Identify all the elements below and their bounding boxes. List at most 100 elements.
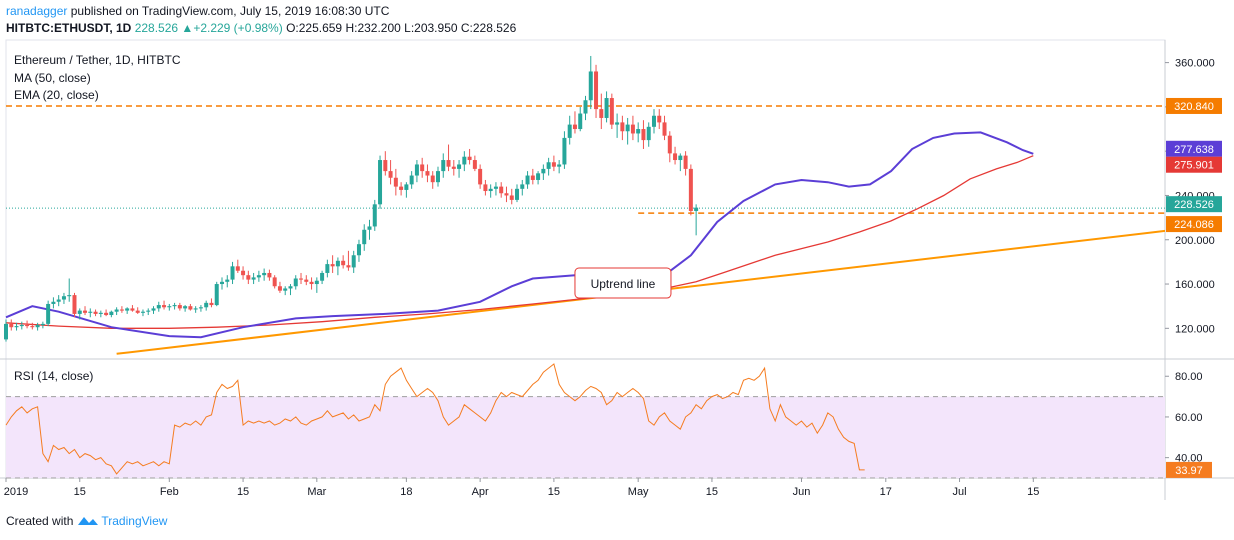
candle-body <box>446 160 451 167</box>
ohlc-values: O:225.659 H:232.200 L:203.950 C:228.526 <box>286 21 517 35</box>
candle-body <box>546 162 551 169</box>
candle-body <box>314 280 319 285</box>
candle-body <box>562 137 567 165</box>
time-tick-label: 15 <box>74 486 86 498</box>
time-tick-label: 17 <box>880 486 892 498</box>
candle-body <box>309 281 314 285</box>
candle-body <box>657 115 662 123</box>
candle-body <box>457 164 462 169</box>
candle-body <box>493 186 498 189</box>
candle-body <box>140 311 145 313</box>
candle-body <box>98 312 103 314</box>
time-tick-label: Mar <box>307 486 326 498</box>
rsi-title: RSI (14, close) <box>14 369 93 383</box>
rsi-band <box>6 396 1165 478</box>
ma50-line <box>5 155 1034 329</box>
candle-body <box>277 286 282 291</box>
candle-body <box>235 266 240 271</box>
candle-body <box>541 168 546 174</box>
candle-body <box>19 325 24 327</box>
publish-line: ranadagger published on TradingView.com,… <box>6 4 389 18</box>
candle-body <box>678 155 683 161</box>
candle-body <box>572 124 577 130</box>
candle-body <box>551 162 556 167</box>
candle-body <box>283 288 288 291</box>
candle-body <box>667 135 672 154</box>
candle-body <box>251 277 256 280</box>
rsi-last-label: 33.97 <box>1175 465 1203 477</box>
author-link[interactable]: ranadagger <box>6 4 68 18</box>
candle-body <box>488 188 493 192</box>
candle-body <box>615 122 620 125</box>
candle-body <box>9 323 14 328</box>
price-label: 275.901 <box>1174 160 1214 172</box>
candle-body <box>673 153 678 161</box>
price-label-bg <box>1166 97 1222 114</box>
candle-body <box>93 311 98 314</box>
candle-body <box>425 171 430 176</box>
candle-body <box>198 307 203 309</box>
time-tick-label: May <box>628 486 649 498</box>
price-label-bg <box>1166 196 1222 213</box>
candle-body <box>77 310 82 314</box>
candle-body <box>35 325 40 328</box>
candle-body <box>599 109 604 118</box>
candle-body <box>156 305 161 309</box>
candle-body <box>520 184 525 189</box>
candle-body <box>130 308 135 311</box>
price-label: 277.638 <box>1174 144 1214 156</box>
candle-body <box>262 272 267 276</box>
tradingview-logo-icon <box>78 517 99 525</box>
rsi-line <box>5 363 865 475</box>
candle-body <box>588 71 593 101</box>
candle-body <box>504 193 509 196</box>
candle-body <box>230 266 235 280</box>
price-label-bg <box>1166 156 1222 173</box>
candle-body <box>383 160 388 172</box>
candle-body <box>404 184 409 190</box>
candle-body <box>72 295 77 314</box>
rsi-tick-label: 40.00 <box>1175 453 1203 465</box>
candle-body <box>630 124 635 134</box>
price-tick-label: 200.000 <box>1175 235 1215 247</box>
candle-body <box>399 186 404 190</box>
time-tick-label: 15 <box>1027 486 1039 498</box>
time-tick-label: Jun <box>793 486 811 498</box>
indicator-legend: MA (50, close) <box>14 71 91 85</box>
tradingview-link[interactable]: TradingView <box>101 514 168 528</box>
candle-body <box>409 175 414 185</box>
candle-body <box>67 295 72 297</box>
candle-body <box>4 323 8 340</box>
candle-body <box>372 204 377 227</box>
candle-body <box>119 309 124 311</box>
candle-body <box>25 325 30 327</box>
candle-body <box>636 129 641 134</box>
candle-body <box>56 299 61 302</box>
price-label: 228.526 <box>1174 199 1214 211</box>
candle-body <box>525 175 530 185</box>
candle-body <box>651 115 656 127</box>
candle-body <box>241 270 246 276</box>
candle-body <box>620 122 625 132</box>
chart[interactable]: Ethereum / Tether, 1D, HITBTC MA (50, clo… <box>0 0 1234 510</box>
price-tick-label: 160.000 <box>1175 279 1215 291</box>
symbol-text: HITBTC:ETHUSDT, 1D <box>6 21 132 35</box>
candle-body <box>567 124 572 138</box>
candle-body <box>267 272 272 278</box>
candle-body <box>320 272 325 281</box>
candle-body <box>515 188 520 200</box>
price-label: 224.086 <box>1174 219 1214 231</box>
rsi-tick-label: 60.00 <box>1175 412 1203 424</box>
candle-body <box>304 279 309 282</box>
price-change: +2.229 (+0.98%) <box>193 21 283 35</box>
candle-body <box>420 164 425 172</box>
time-tick-label: Feb <box>160 486 179 498</box>
candle-body <box>225 279 230 282</box>
candle-body <box>256 275 261 278</box>
candle-body <box>483 184 488 192</box>
candle-body <box>14 326 19 328</box>
time-tick-label: 18 <box>400 486 412 498</box>
candle-body <box>151 308 156 311</box>
time-tick-label: Apr <box>472 486 489 498</box>
candle-body <box>341 260 346 266</box>
